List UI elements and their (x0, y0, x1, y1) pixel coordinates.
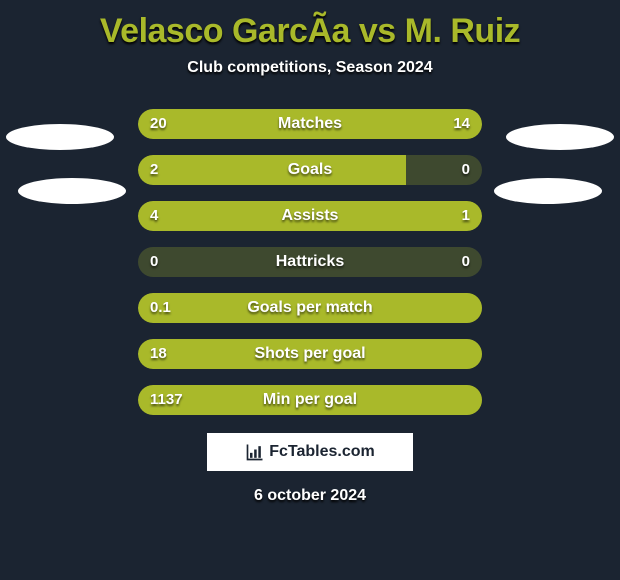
stat-row: 00Hattricks (138, 247, 482, 277)
page-title: Velasco GarcÃ­a vs M. Ruiz (0, 0, 620, 51)
stat-row: 20Goals (138, 155, 482, 185)
avatar (18, 178, 126, 204)
stat-label: Goals (138, 155, 482, 185)
avatar (6, 124, 114, 150)
title-player-right: M. Ruiz (405, 12, 520, 50)
stat-label: Min per goal (138, 385, 482, 415)
brand-label: FcTables.com (269, 443, 375, 461)
title-player-left: Velasco GarcÃ­a (100, 12, 350, 50)
title-vs: vs (359, 12, 396, 50)
date-text: 6 october 2024 (0, 487, 620, 505)
stat-label: Goals per match (138, 293, 482, 323)
chart-icon (245, 442, 265, 462)
stats-bars: 2014Matches 20Goals 41Assists 00Hattricks 0.… (0, 109, 620, 415)
stat-label: Assists (138, 201, 482, 231)
stat-row: 1137Min per goal (138, 385, 482, 415)
stat-label: Matches (138, 109, 482, 139)
brand-text: FcTables.com (245, 442, 375, 462)
avatar (494, 178, 602, 204)
brand-badge: FcTables.com (205, 431, 415, 473)
stat-label: Shots per goal (138, 339, 482, 369)
subtitle: Club competitions, Season 2024 (0, 59, 620, 77)
stat-row: 18Shots per goal (138, 339, 482, 369)
stat-row: 2014Matches (138, 109, 482, 139)
stat-row: 0.1Goals per match (138, 293, 482, 323)
stat-row: 41Assists (138, 201, 482, 231)
avatar (506, 124, 614, 150)
stat-label: Hattricks (138, 247, 482, 277)
